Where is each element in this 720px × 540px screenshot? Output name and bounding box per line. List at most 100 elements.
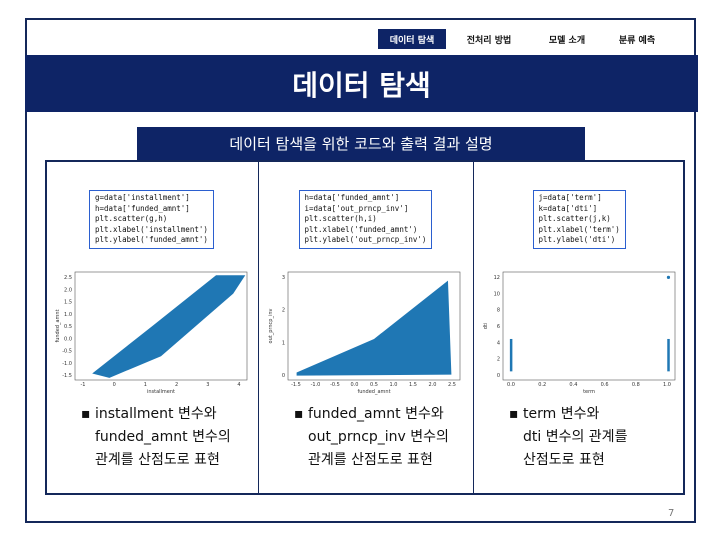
x-tick-label: -1 [81,382,86,388]
x-tick-label: 0.8 [632,382,640,388]
x-tick-label: -0.5 [330,382,340,388]
description-line: funded_amnt 변수의 [95,429,231,445]
code-line: k=data['dti'] [538,203,598,213]
code-box: h=data['funded_amnt'] i=data['out_prncp_i… [298,190,433,249]
y-tick-label: 2.5 [64,275,72,281]
scatter-plot-image: 0.0 0.2 0.4 0.6 0.8 1.0 12 10 8 6 4 2 0 term dti [483,271,676,395]
y-axis-label: dti [483,323,489,330]
scatter-plot-image: -1 0 1 2 3 4 2.5 2.0 1.5 1.0 0.5 0.0 -0.5 -1.0 -1.5 ins… [55,271,248,395]
plot-frame [287,271,461,381]
x-tick-label: 0.0 [351,382,359,388]
y-tick-label: -1.0 [62,361,72,367]
code-line: g=data['installment'] [95,193,190,202]
code-line: plt.ylabel('funded_amnt') [95,235,208,244]
description-line: dti 변수의 관계를 [523,429,628,445]
description-line: 관계를 산점도로 표현 [308,452,433,468]
code-line: plt.xlabel('funded_amnt') [304,224,418,234]
y-tick-label: 10 [494,291,500,297]
subtitle: 데이터 탐색을 위한 코드와 출력 결과 설명 [229,135,493,153]
scatter-column [509,338,513,372]
x-tick-label: 0.0 [507,382,515,388]
y-tick-label: 4 [497,340,500,346]
plot-frame [502,271,676,381]
y-tick-label: 0.5 [64,324,72,330]
y-tick-label: -1.5 [62,373,72,379]
title-banner: 데이터 탐색 [25,55,698,112]
x-tick-label: -1.5 [291,382,301,388]
scatter-point [666,275,671,279]
x-axis-label: funded_amnt [357,389,390,395]
x-tick-label: 0 [113,382,116,388]
code-line: j=data['term'] [538,193,602,202]
x-tick-label: 2.0 [429,382,437,388]
subtitle-box: 데이터 탐색을 위한 코드와 출력 결과 설명 [137,127,585,160]
y-axis-label: out_prncp_inv [268,308,274,343]
nav-item[interactable]: 모델 소개 [548,35,586,46]
content-box [45,160,685,495]
scatter-cloud [296,280,452,376]
y-tick-label: 8 [497,308,500,314]
code-line: plt.scatter(g,h) [95,214,168,223]
x-tick-label: 3 [206,382,209,388]
description-line: term 변수와 [509,403,627,426]
x-tick-label: 0.4 [569,382,577,388]
y-tick-label: 2.0 [64,287,72,293]
y-tick-label: 0 [282,373,285,379]
y-tick-label: 2 [497,357,500,363]
divider [473,160,474,495]
code-line: plt.ylabel('out_prncp_inv') [304,235,427,244]
scatter-cloud [92,275,246,378]
x-axis-label: installment [147,389,175,395]
x-tick-label: 1.5 [409,382,417,388]
x-tick-label: 2.5 [448,382,456,388]
y-tick-label: 6 [497,324,500,330]
plot-frame [74,271,248,381]
description-line: 산점도로 표현 [523,452,605,468]
title: 데이터 탐색 [292,68,431,102]
code-box: g=data['installment'] h=data['funded_amnt… [89,190,214,249]
y-tick-label: -0.5 [62,349,72,355]
code-box: j=data['term'] k=data['dti'] plt.scatter(j… [532,190,626,249]
code-line: h=data['funded_amnt'] [95,203,190,213]
y-tick-label: 0 [497,373,500,379]
x-tick-label: 2 [175,382,178,388]
x-tick-label: 1.0 [390,382,398,388]
scatter-column [667,338,670,372]
x-tick-label: 0.2 [538,382,546,388]
x-tick-label: -1.0 [311,382,321,388]
code-line: plt.ylabel('dti') [538,235,616,244]
nav-item[interactable]: 분류 예측 [618,35,656,46]
nav-item[interactable]: 데이터 탐색 [378,29,446,49]
x-axis-label: term [583,389,595,395]
y-tick-label: 0.0 [64,336,72,342]
description-line: funded_amnt 변수와 [294,403,449,426]
slide-frame [25,18,696,523]
description-line: out_prncp_inv 변수의 [308,429,449,445]
y-tick-label: 1.0 [64,312,72,318]
divider [258,160,259,495]
x-tick-label: 0.5 [370,382,378,388]
y-tick-label: 1 [282,340,285,346]
code-line: plt.xlabel('installment') [95,224,208,234]
code-line: plt.scatter(h,i) [304,214,377,223]
scatter-plot-image: -1.5 -1.0 -0.5 0.0 0.5 1.0 1.5 2.0 2.5 3 2 1 0 funded… [268,271,461,395]
x-tick-label: 1 [144,382,147,388]
y-tick-label: 2 [282,308,285,314]
code-line: plt.xlabel('term') [538,224,620,234]
description-line: installment 변수와 [81,403,231,426]
code-line: i=data['out_prncp_inv'] [304,203,409,213]
y-tick-label: 3 [282,275,285,281]
code-line: plt.scatter(j,k) [538,214,611,223]
x-tick-label: 0.6 [601,382,609,388]
code-line: h=data['funded_amnt'] [304,193,400,202]
nav-item[interactable]: 전처리 방법 [466,35,512,46]
y-tick-label: 1.5 [64,300,72,306]
y-axis-label: funded_amnt [55,309,61,342]
description-line: 관계를 산점도로 표현 [95,452,220,468]
y-tick-label: 12 [494,275,500,281]
x-tick-label: 1.0 [663,382,671,388]
